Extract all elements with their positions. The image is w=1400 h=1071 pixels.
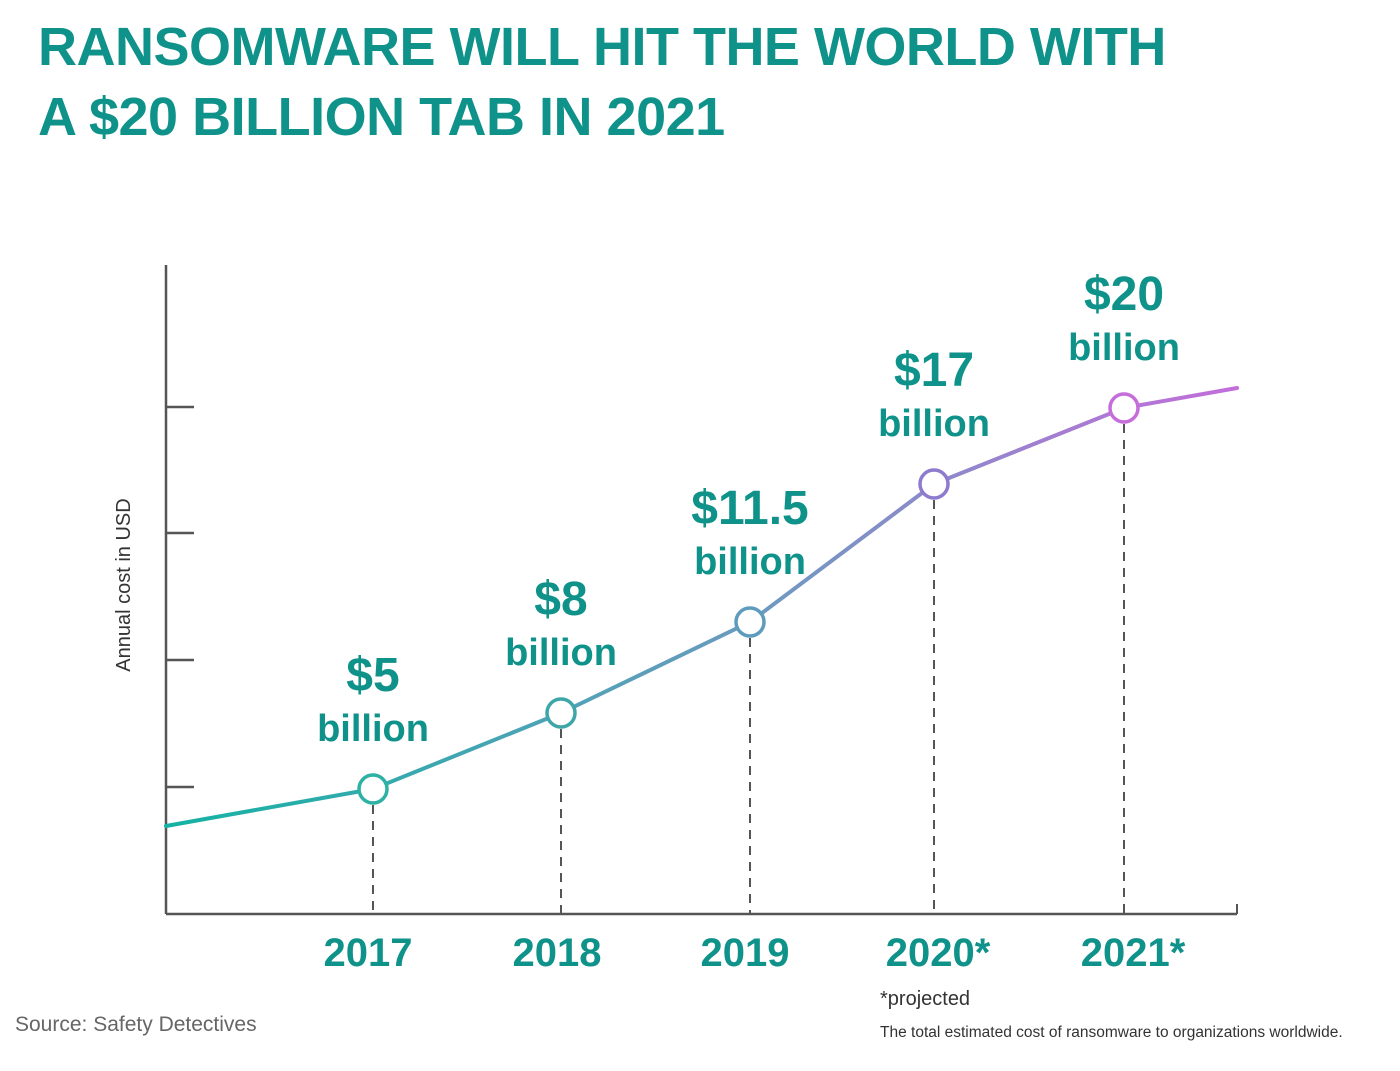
chart-title: RANSOMWARE WILL HIT THE WORLD WITH A $20… [38,12,1166,152]
chart-title-line-2: A $20 BILLION TAB IN 2021 [38,87,725,147]
value-label-2021: $20 [1084,268,1164,321]
chart-title-line-1: RANSOMWARE WILL HIT THE WORLD WITH [38,17,1166,77]
projected-footnote: *projected [880,988,971,1010]
value-label-2017: $5 [346,649,399,702]
unit-label-2017: billion [317,708,429,750]
value-label-2020: $17 [894,344,974,397]
source-note: Source: Safety Detectives [15,1013,257,1036]
unit-label-2020: billion [878,403,990,445]
x-tick-label-2018: 2018 [513,931,602,975]
value-label-2019: $11.5 [691,482,808,535]
unit-label-2018: billion [505,632,617,674]
data-point-2017 [357,773,389,805]
y-axis-label: Annual cost in USD [113,498,135,671]
data-point-2018 [545,697,577,729]
x-tick-label-2020: 2020* [886,931,991,975]
x-tick-label-2021: 2021* [1081,931,1186,975]
value-label-2018: $8 [534,573,587,626]
data-point-2021 [1108,392,1140,424]
x-tick-label-2017: 2017 [324,931,413,975]
data-point-2020 [918,468,950,500]
chart-caption: The total estimated cost of ransomware t… [880,1024,1343,1041]
x-tick-label-2019: 2019 [701,931,790,975]
unit-label-2021: billion [1068,327,1180,369]
unit-label-2019: billion [694,541,806,583]
series-line [164,386,1239,828]
data-point-2019 [734,606,766,638]
